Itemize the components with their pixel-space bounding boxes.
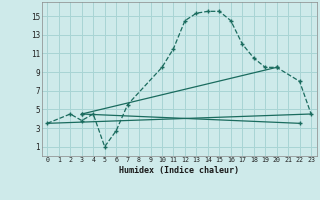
X-axis label: Humidex (Indice chaleur): Humidex (Indice chaleur)	[119, 166, 239, 175]
